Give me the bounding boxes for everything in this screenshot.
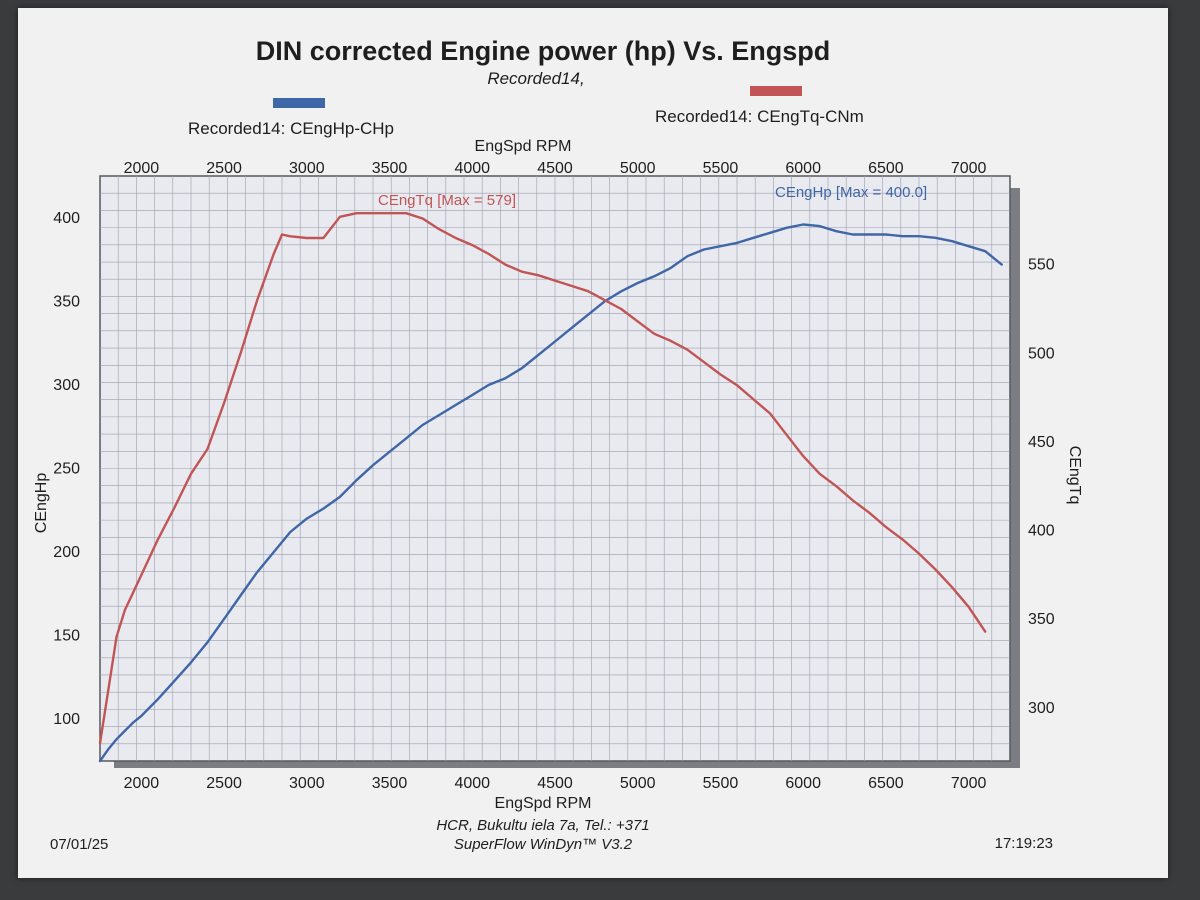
x-tick-label-top: 6500 [868,160,904,177]
x-tick-label-top: 4500 [537,160,573,177]
y-ticks-right: 300 350 400 450 500 550 [1028,257,1055,717]
chart-legend: Recorded14: CEngHp-CHp Recorded14: CEngT… [188,86,864,138]
y-left-tick-label: 150 [53,628,80,645]
x-tick-label-bottom: 5000 [620,775,656,792]
grid-lines [100,176,1010,761]
chart-title: DIN corrected Engine power (hp) Vs. Engs… [256,36,831,66]
x-tick-label-bottom: 2000 [124,775,160,792]
dyno-chart: DIN corrected Engine power (hp) Vs. Engs… [33,36,1083,853]
x-tick-label-top: 5500 [703,160,739,177]
x-axis-title-top: EngSpd RPM [475,138,572,155]
y-right-tick-label: 500 [1028,345,1055,362]
series-line-hp [98,223,1003,763]
y-right-tick-label: 400 [1028,523,1055,540]
legend-swatch-tq [750,86,802,96]
footer-date: 07/01/25 [50,836,108,853]
x-tick-label-top: 6000 [785,160,821,177]
x-axis-title-bottom: EngSpd RPM [495,795,592,812]
annotation-max-tq: CEngTq [Max = 579] [378,192,516,209]
y-left-tick-label: 200 [53,544,80,561]
x-tick-label-bottom: 5500 [703,775,739,792]
x-ticks-top: 2000 2500 3000 3500 4000 4500 5000 5500 6000 6500… [124,160,987,177]
x-tick-label-top: 7000 [951,160,987,177]
y-right-tick-label: 550 [1028,257,1055,274]
y-right-tick-label: 350 [1028,611,1055,628]
y-ticks-left: 100 150 200 250 300 350 400 [53,210,80,728]
x-tick-label-top: 4000 [454,160,490,177]
legend-label-hp: Recorded14: CEngHp-CHp [188,119,394,138]
x-tick-label-bottom: 6000 [785,775,821,792]
y-axis-title-left: CEngHp [33,473,50,534]
legend-label-tq: Recorded14: CEngTq-CNm [655,107,864,126]
x-tick-label-top: 3500 [372,160,408,177]
x-tick-label-bottom: 3500 [372,775,408,792]
x-tick-label-bottom: 3000 [289,775,325,792]
x-tick-label-top: 2000 [124,160,160,177]
legend-swatch-hp [273,98,325,108]
y-left-tick-label: 350 [53,293,80,310]
footer-software: SuperFlow WinDyn™ V3.2 [454,836,633,853]
x-tick-label-top: 5000 [620,160,656,177]
footer-address: HCR, Bukultu iela 7a, Tel.: +371 [436,817,649,834]
y-axis-title-right: CEngTq [1066,446,1083,505]
y-left-tick-label: 300 [53,377,80,394]
y-right-tick-label: 450 [1028,434,1055,451]
dyno-printout-page: DIN corrected Engine power (hp) Vs. Engs… [18,8,1168,878]
y-left-tick-label: 400 [53,210,80,227]
x-tick-label-bottom: 2500 [206,775,242,792]
x-tick-label-bottom: 4500 [537,775,573,792]
footer-time: 17:19:23 [995,835,1053,852]
series-layer [98,211,1003,763]
x-tick-label-top: 2500 [206,160,242,177]
x-tick-label-bottom: 6500 [868,775,904,792]
chart-subtitle: Recorded14, [487,69,584,88]
series-line-tq [98,211,987,745]
x-tick-label-bottom: 4000 [454,775,490,792]
y-left-tick-label: 250 [53,461,80,478]
x-tick-label-top: 3000 [289,160,325,177]
x-tick-label-bottom: 7000 [951,775,987,792]
y-left-tick-label: 100 [53,711,80,728]
y-right-tick-label: 300 [1028,700,1055,717]
x-ticks-bottom: 2000 2500 3000 3500 4000 4500 5000 5500 6000 6500… [124,775,987,792]
annotation-max-hp: CEngHp [Max = 400.0] [775,184,927,201]
